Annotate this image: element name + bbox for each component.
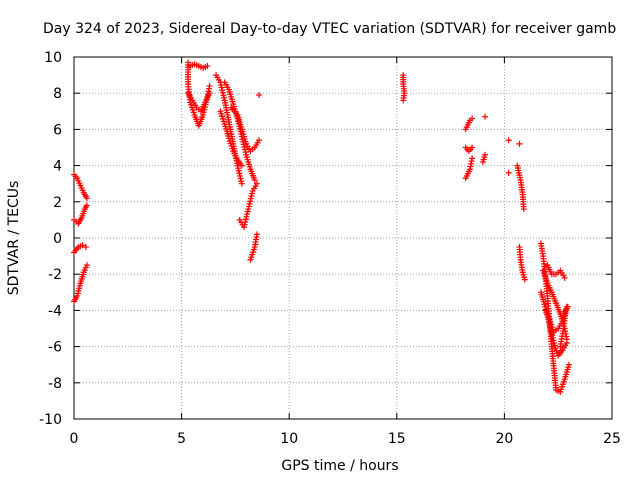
y-tick-label: 6: [53, 122, 62, 138]
x-tick-label: 25: [603, 431, 621, 447]
data-point-marker: [520, 206, 527, 213]
data-point-marker: [79, 242, 86, 249]
y-tick-label: 8: [53, 86, 62, 102]
data-points: [71, 59, 572, 395]
y-tick-label: -10: [39, 412, 62, 428]
data-point-marker: [82, 244, 89, 251]
data-point-marker: [206, 90, 213, 97]
data-point-marker: [256, 137, 263, 144]
data-point-marker: [505, 169, 512, 176]
data-point-marker: [83, 262, 90, 269]
x-tick-label: 15: [388, 431, 406, 447]
y-tick-label: 2: [53, 195, 62, 211]
x-tick-label: 10: [280, 431, 298, 447]
data-point-marker: [206, 82, 213, 89]
data-point-marker: [505, 137, 512, 144]
data-point-marker: [83, 195, 90, 202]
data-point-marker: [564, 303, 571, 310]
y-tick-label: 0: [53, 231, 62, 247]
data-point-marker: [565, 361, 572, 368]
data-point-marker: [469, 115, 476, 122]
y-tick-label: -8: [48, 376, 62, 392]
chart-title: Day 324 of 2023, Sidereal Day-to-day VTE…: [43, 21, 616, 37]
data-point-marker: [253, 231, 260, 238]
axis-tick-labels: 0 5 10 15 20 25 -10 -8 -6 -4 -2 0 2 4 6 8 10: [39, 50, 621, 447]
y-tick-label: -2: [48, 267, 62, 283]
data-point-marker: [561, 274, 568, 281]
data-point-marker: [251, 177, 258, 184]
plot-frame: [73, 56, 613, 420]
data-point-marker: [253, 180, 260, 187]
axis-ticks: [73, 56, 613, 420]
data-point-marker: [563, 339, 570, 346]
y-tick-label: 4: [53, 159, 62, 175]
data-point-marker: [238, 180, 245, 187]
data-point-marker: [400, 97, 407, 104]
y-tick-label: 10: [44, 50, 62, 66]
x-tick-label: 5: [177, 431, 186, 447]
data-point-marker: [256, 92, 263, 99]
data-point-marker: [83, 202, 90, 209]
y-axis-label: SDTVAR / TECUs: [6, 181, 22, 296]
data-point-marker: [482, 113, 489, 120]
data-point-marker: [469, 144, 476, 151]
data-point-marker: [238, 162, 245, 169]
x-axis-label: GPS time / hours: [281, 458, 398, 474]
y-tick-label: -4: [48, 303, 62, 319]
data-point-marker: [482, 151, 489, 158]
data-point-marker: [469, 155, 476, 162]
data-point-marker: [521, 276, 528, 283]
x-tick-label: 20: [495, 431, 513, 447]
data-point-marker: [204, 63, 211, 70]
x-tick-label: 0: [70, 431, 79, 447]
data-point-marker: [516, 140, 523, 147]
grid-lines: [74, 57, 612, 419]
y-tick-label: -6: [48, 340, 62, 356]
